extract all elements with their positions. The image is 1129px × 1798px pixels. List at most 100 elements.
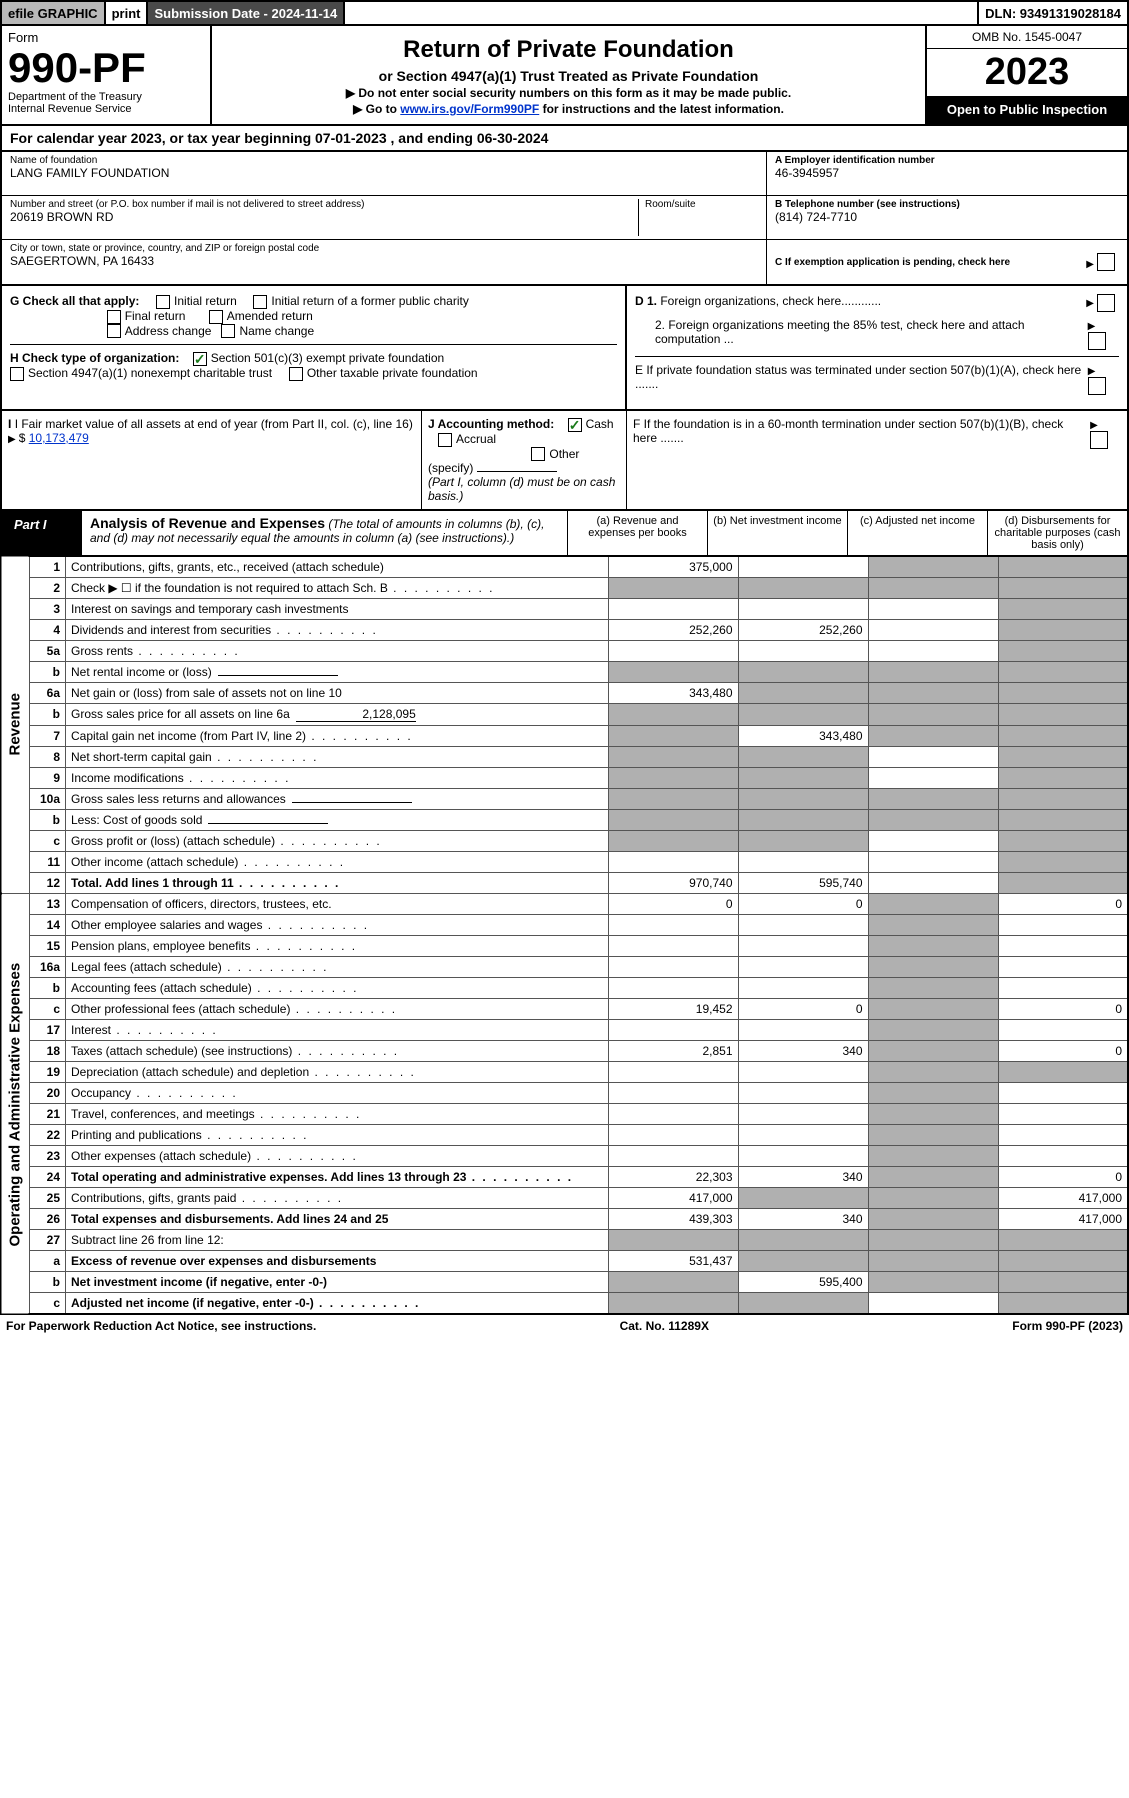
cash-checkbox[interactable] [568,418,582,432]
d2-checkbox[interactable] [1088,332,1106,350]
e-checkbox[interactable] [1088,377,1106,395]
4947-checkbox[interactable] [10,367,24,381]
line-description: Other expenses (attach schedule) [66,1146,609,1167]
form-title: Return of Private Foundation [218,36,919,64]
table-cell [608,704,738,726]
table-row: 14Other employee salaries and wages [1,915,1128,936]
footer: For Paperwork Reduction Act Notice, see … [0,1315,1129,1337]
line-number: 9 [30,768,66,789]
col-a-header: (a) Revenue and expenses per books [567,511,707,555]
print-button[interactable]: print [106,2,149,24]
name-change-checkbox[interactable] [221,324,235,338]
line-number: b [30,810,66,831]
line-number: 4 [30,620,66,641]
table-cell [998,915,1128,936]
table-cell [738,978,868,999]
table-cell [868,1020,998,1041]
line-number: 2 [30,578,66,599]
table-cell [738,957,868,978]
b-label: B Telephone number (see instructions) [775,199,1119,210]
table-cell: 0 [738,894,868,915]
table-cell: 595,740 [738,873,868,894]
table-cell: 417,000 [608,1188,738,1209]
line-number: b [30,978,66,999]
arrow-icon [1088,318,1099,332]
line-number: 13 [30,894,66,915]
line-description: Other professional fees (attach schedule… [66,999,609,1020]
table-cell: 0 [998,1167,1128,1188]
section-label: Revenue [1,556,30,894]
table-cell [998,641,1128,662]
table-cell [608,978,738,999]
accrual-checkbox[interactable] [438,433,452,447]
table-row: 18Taxes (attach schedule) (see instructi… [1,1041,1128,1062]
line-number: 22 [30,1125,66,1146]
column-headers: (a) Revenue and expenses per books (b) N… [567,511,1127,555]
table-cell [738,556,868,578]
final-return-checkbox[interactable] [107,310,121,324]
table-row: 4Dividends and interest from securities2… [1,620,1128,641]
table-cell [608,957,738,978]
amended-return-checkbox[interactable] [209,310,223,324]
initial-former-label: Initial return of a former public charit… [271,294,468,308]
d1-label: D 1. Foreign organizations, check here..… [635,294,881,312]
table-row: bAccounting fees (attach schedule) [1,978,1128,999]
table-cell [998,1251,1128,1272]
table-cell [608,1083,738,1104]
table-row: 16aLegal fees (attach schedule) [1,957,1128,978]
other-taxable-label: Other taxable private foundation [307,366,478,380]
table-cell [998,704,1128,726]
table-cell: 439,303 [608,1209,738,1230]
f-checkbox[interactable] [1090,431,1108,449]
line-number: 21 [30,1104,66,1125]
name-left: Name of foundation LANG FAMILY FOUNDATIO… [2,152,767,284]
part1-label: Part I [2,511,82,555]
line-description: Excess of revenue over expenses and disb… [66,1251,609,1272]
table-cell [738,747,868,768]
line-number: b [30,1272,66,1293]
line-number: 5a [30,641,66,662]
ein-block: A Employer identification number 46-3945… [767,152,1127,196]
line-description: Taxes (attach schedule) (see instruction… [66,1041,609,1062]
501c3-checkbox[interactable] [193,352,207,366]
header-center: Return of Private Foundation or Section … [212,26,927,124]
table-row: 26Total expenses and disbursements. Add … [1,1209,1128,1230]
line-description: Contributions, gifts, grants paid [66,1188,609,1209]
calendar-year-row: For calendar year 2023, or tax year begi… [0,124,1129,150]
table-cell [868,683,998,704]
table-cell [738,789,868,810]
table-row: cOther professional fees (attach schedul… [1,999,1128,1020]
tax-year: 2023 [927,49,1127,96]
line-description: Capital gain net income (from Part IV, l… [66,726,609,747]
j-block: J Accounting method: Cash Accrual Other … [422,411,627,509]
table-cell [868,957,998,978]
table-cell [868,915,998,936]
other-taxable-checkbox[interactable] [289,367,303,381]
c-checkbox[interactable] [1097,253,1115,271]
table-row: 25Contributions, gifts, grants paid417,0… [1,1188,1128,1209]
table-cell [738,1251,868,1272]
arrow-icon [1086,255,1097,270]
other-method-checkbox[interactable] [531,447,545,461]
table-cell [868,1293,998,1315]
address-change-checkbox[interactable] [107,324,121,338]
table-row: 2Check ▶ ☐ if the foundation is not requ… [1,578,1128,599]
initial-former-checkbox[interactable] [253,295,267,309]
spacer [345,2,979,24]
line-number: 16a [30,957,66,978]
table-row: 3Interest on savings and temporary cash … [1,599,1128,620]
fmv-link[interactable]: 10,173,479 [29,431,89,445]
table-cell [868,1251,998,1272]
line-description: Interest on savings and temporary cash i… [66,599,609,620]
table-cell [738,1230,868,1251]
part1-header: Part I Analysis of Revenue and Expenses … [0,509,1129,555]
table-cell: 343,480 [738,726,868,747]
table-cell [608,578,738,599]
table-cell [998,556,1128,578]
d1-checkbox[interactable] [1097,294,1115,312]
form990pf-link[interactable]: www.irs.gov/Form990PF [400,102,539,116]
d2-label: 2. Foreign organizations meeting the 85%… [655,318,1088,350]
line-number: 7 [30,726,66,747]
arrow-icon [1086,295,1097,309]
initial-return-checkbox[interactable] [156,295,170,309]
